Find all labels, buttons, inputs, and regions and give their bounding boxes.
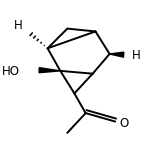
Text: HO: HO [2,65,20,78]
Text: H: H [14,19,22,32]
Polygon shape [110,52,124,57]
Text: O: O [119,117,128,130]
Polygon shape [39,68,60,73]
Text: H: H [132,49,141,62]
